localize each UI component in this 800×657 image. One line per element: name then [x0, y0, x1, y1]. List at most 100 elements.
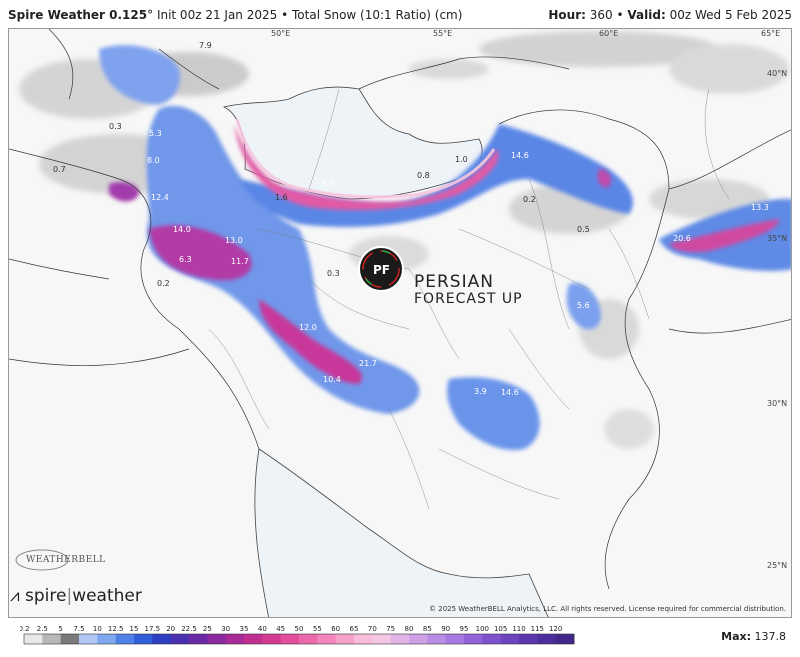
lon-label: 65°E: [761, 29, 781, 38]
colorbar-tick: 45: [276, 625, 285, 633]
lon-label: 50°E: [271, 29, 291, 38]
colorbar-swatch: [537, 634, 557, 644]
value-label: 12.4: [151, 193, 169, 202]
brand-right: weather: [72, 586, 142, 606]
logo-initials: PF: [373, 263, 390, 277]
value-label: 0.3: [327, 269, 340, 278]
colorbar-swatch: [189, 634, 208, 644]
copyright-notice: © 2025 WeatherBELL Analytics, LLC. All r…: [429, 605, 786, 613]
hour-label: Hour:: [548, 8, 586, 22]
colorbar-swatch: [354, 634, 373, 644]
value-label: 0.2: [157, 279, 170, 288]
colorbar-swatch: [317, 634, 337, 644]
colorbar-tick: 90: [441, 625, 450, 633]
max-number: 137.8: [754, 630, 787, 643]
colorbar-tick: 7.5: [73, 625, 84, 633]
value-label: 5.6: [577, 301, 590, 310]
value-label: 14.0: [173, 225, 191, 234]
colorbar-tick: 80: [405, 625, 414, 633]
separator: •: [616, 8, 624, 22]
colorbar-swatch: [60, 634, 80, 644]
lon-label: 55°E: [433, 29, 453, 38]
map-panel: 7.9 0.3 5.3 0.7 8.0 12.4 14.0 13.0 11.7 …: [8, 28, 792, 618]
brand-divider: |: [66, 586, 73, 606]
colorbar-swatch: [170, 634, 190, 644]
alborz-snow-core: [235, 118, 496, 199]
colorbar-swatch: [482, 634, 502, 644]
value-label: 0.5: [577, 225, 590, 234]
colorbar-tick: 35: [240, 625, 249, 633]
value-label: 6.3: [179, 255, 192, 264]
max-value: Max: 137.8: [721, 630, 786, 643]
colorbar: 0.2 2.5 5 7.5 10 12.5 15 17.5 20 22.5 25 30 35 40 45 50…: [20, 625, 575, 645]
hour-value: 360: [589, 8, 613, 22]
colorbar-swatch: [24, 634, 43, 644]
colorbar-tick: 22.5: [181, 625, 197, 633]
colorbar-tick: 95: [460, 625, 469, 633]
colorbar-swatch: [79, 634, 98, 644]
separator: •: [281, 8, 289, 22]
colorbar-tick: 100: [476, 625, 489, 633]
colorbar-tick: 110: [512, 625, 525, 633]
colorbar-tick: 2.5: [37, 625, 48, 633]
brand-left: spire: [25, 586, 67, 606]
map-canvas: [9, 29, 791, 617]
colorbar-tick: 10: [93, 625, 102, 633]
colorbar-swatch: [42, 634, 62, 644]
colorbar-tick: 40: [258, 625, 267, 633]
value-label: 3.9: [474, 387, 487, 396]
colorbar-swatch: [445, 634, 465, 644]
heavy-snow-areas: [109, 124, 780, 384]
value-label: 0.7: [53, 165, 66, 174]
colorbar-tick: 17.5: [145, 625, 161, 633]
colorbar-swatch: [97, 634, 117, 644]
colorbar-swatch: [207, 634, 227, 644]
value-label: 1.6: [275, 193, 288, 202]
colorbar-swatch: [409, 634, 428, 644]
header-valid: Hour: 360 • Valid: 00z Wed 5 Feb 2025: [548, 8, 792, 22]
colorbar-tick: 20: [166, 625, 175, 633]
colorbar-swatch: [555, 634, 575, 644]
colorbar-tick: 115: [531, 625, 544, 633]
colorbar-swatch: [427, 634, 447, 644]
colorbar-swatch: [244, 634, 263, 644]
colorbar-tick: 65: [350, 625, 359, 633]
value-label: 10.4: [323, 375, 341, 384]
value-label: 0.2: [523, 195, 536, 204]
colorbar-tick: 25: [203, 625, 212, 633]
value-label: 0.3: [109, 122, 122, 131]
colorbar-swatch: [115, 634, 135, 644]
footer: 0.2 2.5 5 7.5 10 12.5 15 17.5 20 22.5 25 30 35 40 45 50…: [0, 620, 800, 657]
value-label: 5.3: [149, 129, 162, 138]
colorbar-swatch: [299, 634, 318, 644]
value-label: 11.7: [231, 257, 249, 266]
colorbar-frame: [23, 633, 575, 645]
lat-lon-grid: [278, 29, 770, 37]
colorbar-tick: 5: [58, 625, 62, 633]
colorbar-swatch: [372, 634, 392, 644]
colorbar-swatch: [134, 634, 153, 644]
watermark-line2: FORECAST UP: [414, 290, 523, 307]
lon-label: 60°E: [599, 29, 619, 38]
colorbar-swatch: [390, 634, 410, 644]
lat-label: 25°N: [767, 561, 788, 570]
init-time: Init 00z 21 Jan 2025: [156, 8, 278, 22]
product-name: Total Snow (10:1 Ratio) (cm): [292, 8, 463, 22]
value-label: 0.8: [417, 171, 430, 180]
value-label: 13.3: [751, 203, 769, 212]
colorbar-tick: 50: [295, 625, 304, 633]
value-label: 14.6: [501, 388, 519, 397]
value-label: 21.7: [359, 359, 377, 368]
colorbar-tick: 105: [494, 625, 507, 633]
colorbar-tick: 12.5: [108, 625, 124, 633]
colorbar-tick: 55: [313, 625, 322, 633]
lat-label: 30°N: [767, 399, 788, 408]
spire-weather-logo: ⩘ spire|weather: [10, 586, 142, 606]
country-borders: [9, 29, 791, 590]
colorbar-tick: 0.2: [20, 625, 30, 633]
colorbar-swatch: [500, 634, 520, 644]
value-label: 20.6: [673, 234, 691, 243]
colorbar-tick: 75: [386, 625, 395, 633]
spire-icon: ⩘: [10, 586, 20, 606]
persian-forecast-watermark: PERSIAN FORECAST UP: [414, 273, 523, 307]
